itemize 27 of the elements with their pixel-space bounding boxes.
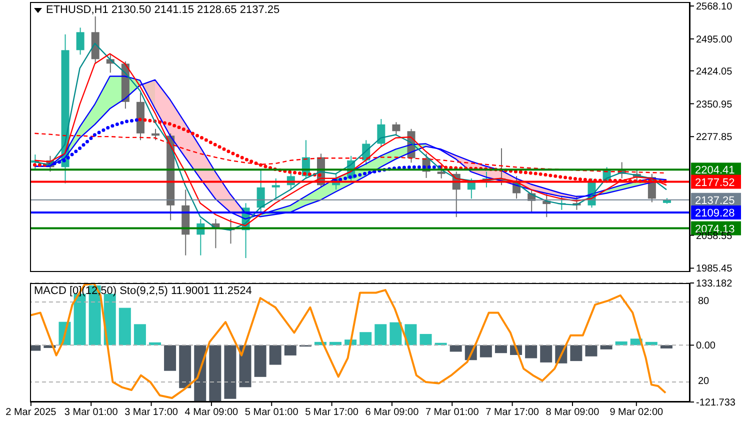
y-tick-label: 2277.85 [696, 132, 733, 144]
x-tick-label: 4 Mar 09:00 [184, 407, 239, 418]
x-tick-label: 3 Mar 17:00 [124, 407, 178, 418]
y-tick-label: 0.00 [696, 340, 716, 352]
y-tick-label: -121.733 [696, 398, 736, 409]
y2-tick-label: 80 [698, 295, 710, 310]
y-tick-label: 1985.45 [696, 264, 733, 275]
x-tick-label: 2 Mar 2025 [6, 407, 57, 418]
x-tick-label: 5 Mar 01:00 [244, 407, 299, 418]
ref-line-label: 2177.52 [695, 176, 735, 189]
x-tick-label: 9 Mar 02:00 [610, 407, 664, 418]
x-tick-label: 8 Mar 09:00 [546, 407, 600, 418]
y2-tick-label: 20 [698, 375, 710, 389]
x-tick-label: 5 Mar 17:00 [305, 407, 359, 418]
x-tick-label: 7 Mar 01:00 [425, 407, 480, 418]
x-tick-label: 7 Mar 17:00 [486, 407, 540, 418]
y-tick-label: 2350.95 [696, 99, 733, 110]
ref-line-label: 2109.28 [695, 207, 735, 220]
y-tick-label: 2568.10 [696, 2, 733, 13]
ref-line-label: 2204.41 [695, 164, 735, 177]
y-tick-label: 2495.00 [696, 34, 733, 46]
chart-title: ETHUSD,H1 2130.50 2141.15 2128.65 2137.25 [46, 4, 280, 17]
y-tick-label: 133.182 [696, 278, 733, 290]
y-tick-label: 2424.05 [696, 66, 733, 78]
x-tick-label: 6 Mar 09:00 [365, 407, 420, 418]
x-tick-label: 3 Mar 01:00 [64, 407, 118, 418]
ref-line-label: 2137.25 [695, 194, 735, 207]
